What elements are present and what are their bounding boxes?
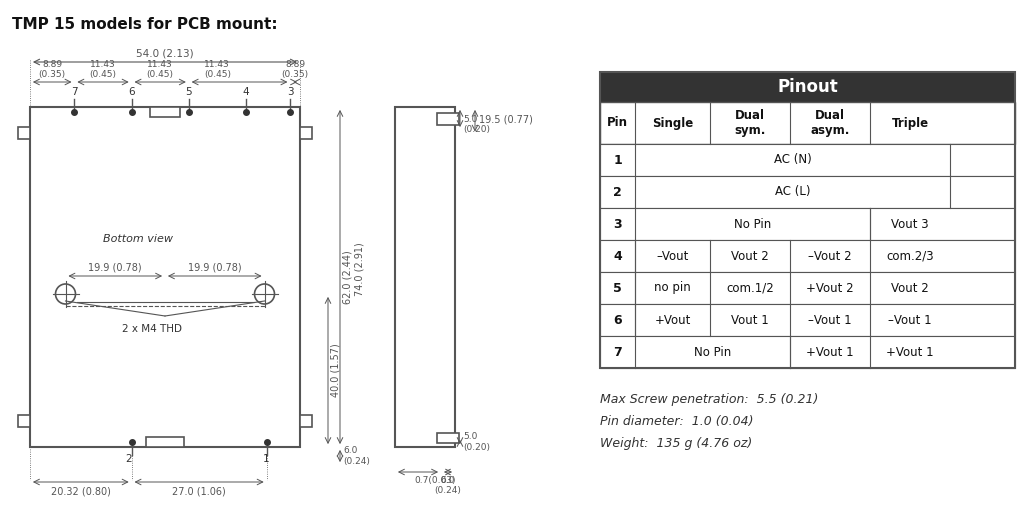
Text: 3: 3 xyxy=(613,218,622,230)
Bar xyxy=(18,127,30,139)
Bar xyxy=(146,437,184,447)
Bar xyxy=(300,127,312,139)
Text: Pinout: Pinout xyxy=(777,78,838,96)
Text: –Vout 1: –Vout 1 xyxy=(888,313,932,327)
Text: Weight:  135 g (4.76 oz): Weight: 135 g (4.76 oz) xyxy=(600,437,753,450)
Text: 19.9 (0.78): 19.9 (0.78) xyxy=(188,262,242,272)
Text: Max Screw penetration:  5.5 (0.21): Max Screw penetration: 5.5 (0.21) xyxy=(600,393,818,406)
Text: TMP 15 models for PCB mount:: TMP 15 models for PCB mount: xyxy=(12,17,278,32)
Text: 0.7(0.03): 0.7(0.03) xyxy=(415,476,456,485)
Bar xyxy=(600,208,1015,240)
Text: 19.9 (0.78): 19.9 (0.78) xyxy=(88,262,142,272)
Text: 5: 5 xyxy=(613,281,622,295)
Text: 19.5 (0.77): 19.5 (0.77) xyxy=(479,115,532,125)
Text: Vout 2: Vout 2 xyxy=(731,250,769,262)
Text: Triple: Triple xyxy=(892,117,929,129)
Text: 40.0 (1.57): 40.0 (1.57) xyxy=(331,344,341,397)
Bar xyxy=(150,107,180,117)
Text: 6: 6 xyxy=(613,313,622,327)
Bar xyxy=(18,415,30,427)
Bar xyxy=(600,176,1015,208)
Text: Vout 3: Vout 3 xyxy=(891,218,929,230)
Text: Bottom view: Bottom view xyxy=(103,234,173,244)
Text: +Vout: +Vout xyxy=(654,313,690,327)
Text: 2: 2 xyxy=(125,454,132,464)
Text: com.1/2: com.1/2 xyxy=(726,281,774,295)
Bar xyxy=(600,336,1015,368)
Bar xyxy=(437,113,459,125)
Text: 2 x M4 THD: 2 x M4 THD xyxy=(122,324,181,334)
Bar xyxy=(300,415,312,427)
Text: 2: 2 xyxy=(613,186,622,198)
Bar xyxy=(600,72,1015,102)
Text: –Vout: –Vout xyxy=(656,250,689,262)
Bar xyxy=(600,72,1015,368)
Bar xyxy=(30,107,300,447)
Text: –Vout 1: –Vout 1 xyxy=(808,313,852,327)
Text: 6.0
(0.24): 6.0 (0.24) xyxy=(343,446,370,466)
Text: 11.43
(0.45): 11.43 (0.45) xyxy=(89,60,117,79)
Text: 7: 7 xyxy=(613,345,622,359)
Text: 4: 4 xyxy=(243,87,249,97)
Text: Single: Single xyxy=(652,117,693,129)
Text: 3: 3 xyxy=(287,87,294,97)
Text: Dual
asym.: Dual asym. xyxy=(810,109,850,137)
Bar xyxy=(600,102,1015,144)
Bar xyxy=(437,433,459,443)
Text: +Vout 1: +Vout 1 xyxy=(886,345,934,359)
Text: 54.0 (2.13): 54.0 (2.13) xyxy=(136,48,194,58)
Text: 27.0 (1.06): 27.0 (1.06) xyxy=(172,486,226,496)
Text: no pin: no pin xyxy=(654,281,691,295)
Text: 7: 7 xyxy=(71,87,78,97)
Text: 11.43
(0.45): 11.43 (0.45) xyxy=(146,60,174,79)
Text: 62.0 (2.44): 62.0 (2.44) xyxy=(343,250,353,304)
Text: +Vout 2: +Vout 2 xyxy=(806,281,854,295)
Text: 5.0
(0.20): 5.0 (0.20) xyxy=(463,115,490,135)
Text: 1: 1 xyxy=(263,454,270,464)
Text: 4: 4 xyxy=(613,250,622,262)
Text: com.2/3: com.2/3 xyxy=(886,250,934,262)
Bar xyxy=(600,144,1015,176)
Text: AC (N): AC (N) xyxy=(773,154,811,167)
Bar xyxy=(600,272,1015,304)
Text: 5.0
(0.20): 5.0 (0.20) xyxy=(463,433,490,452)
Text: 8.89
(0.35): 8.89 (0.35) xyxy=(282,60,309,79)
Text: 74.0 (2.91): 74.0 (2.91) xyxy=(355,243,365,296)
Text: 6: 6 xyxy=(128,87,135,97)
Text: 5: 5 xyxy=(185,87,193,97)
Text: Pin diameter:  1.0 (0.04): Pin diameter: 1.0 (0.04) xyxy=(600,415,754,428)
Text: Dual
sym.: Dual sym. xyxy=(734,109,766,137)
Text: 8.89
(0.35): 8.89 (0.35) xyxy=(39,60,66,79)
Text: No Pin: No Pin xyxy=(734,218,771,230)
Bar xyxy=(600,240,1015,272)
Text: 11.43
(0.45): 11.43 (0.45) xyxy=(204,60,230,79)
Text: +Vout 1: +Vout 1 xyxy=(806,345,854,359)
Text: AC (L): AC (L) xyxy=(775,186,810,198)
Text: Vout 2: Vout 2 xyxy=(891,281,929,295)
Text: Pin: Pin xyxy=(607,117,628,129)
Text: Vout 1: Vout 1 xyxy=(731,313,769,327)
Text: 1: 1 xyxy=(613,154,622,167)
Text: No Pin: No Pin xyxy=(694,345,731,359)
Text: 20.32 (0.80): 20.32 (0.80) xyxy=(51,486,111,496)
Bar xyxy=(395,107,455,447)
Bar xyxy=(600,304,1015,336)
Text: –Vout 2: –Vout 2 xyxy=(808,250,852,262)
Text: 6.0
(0.24): 6.0 (0.24) xyxy=(434,476,462,495)
